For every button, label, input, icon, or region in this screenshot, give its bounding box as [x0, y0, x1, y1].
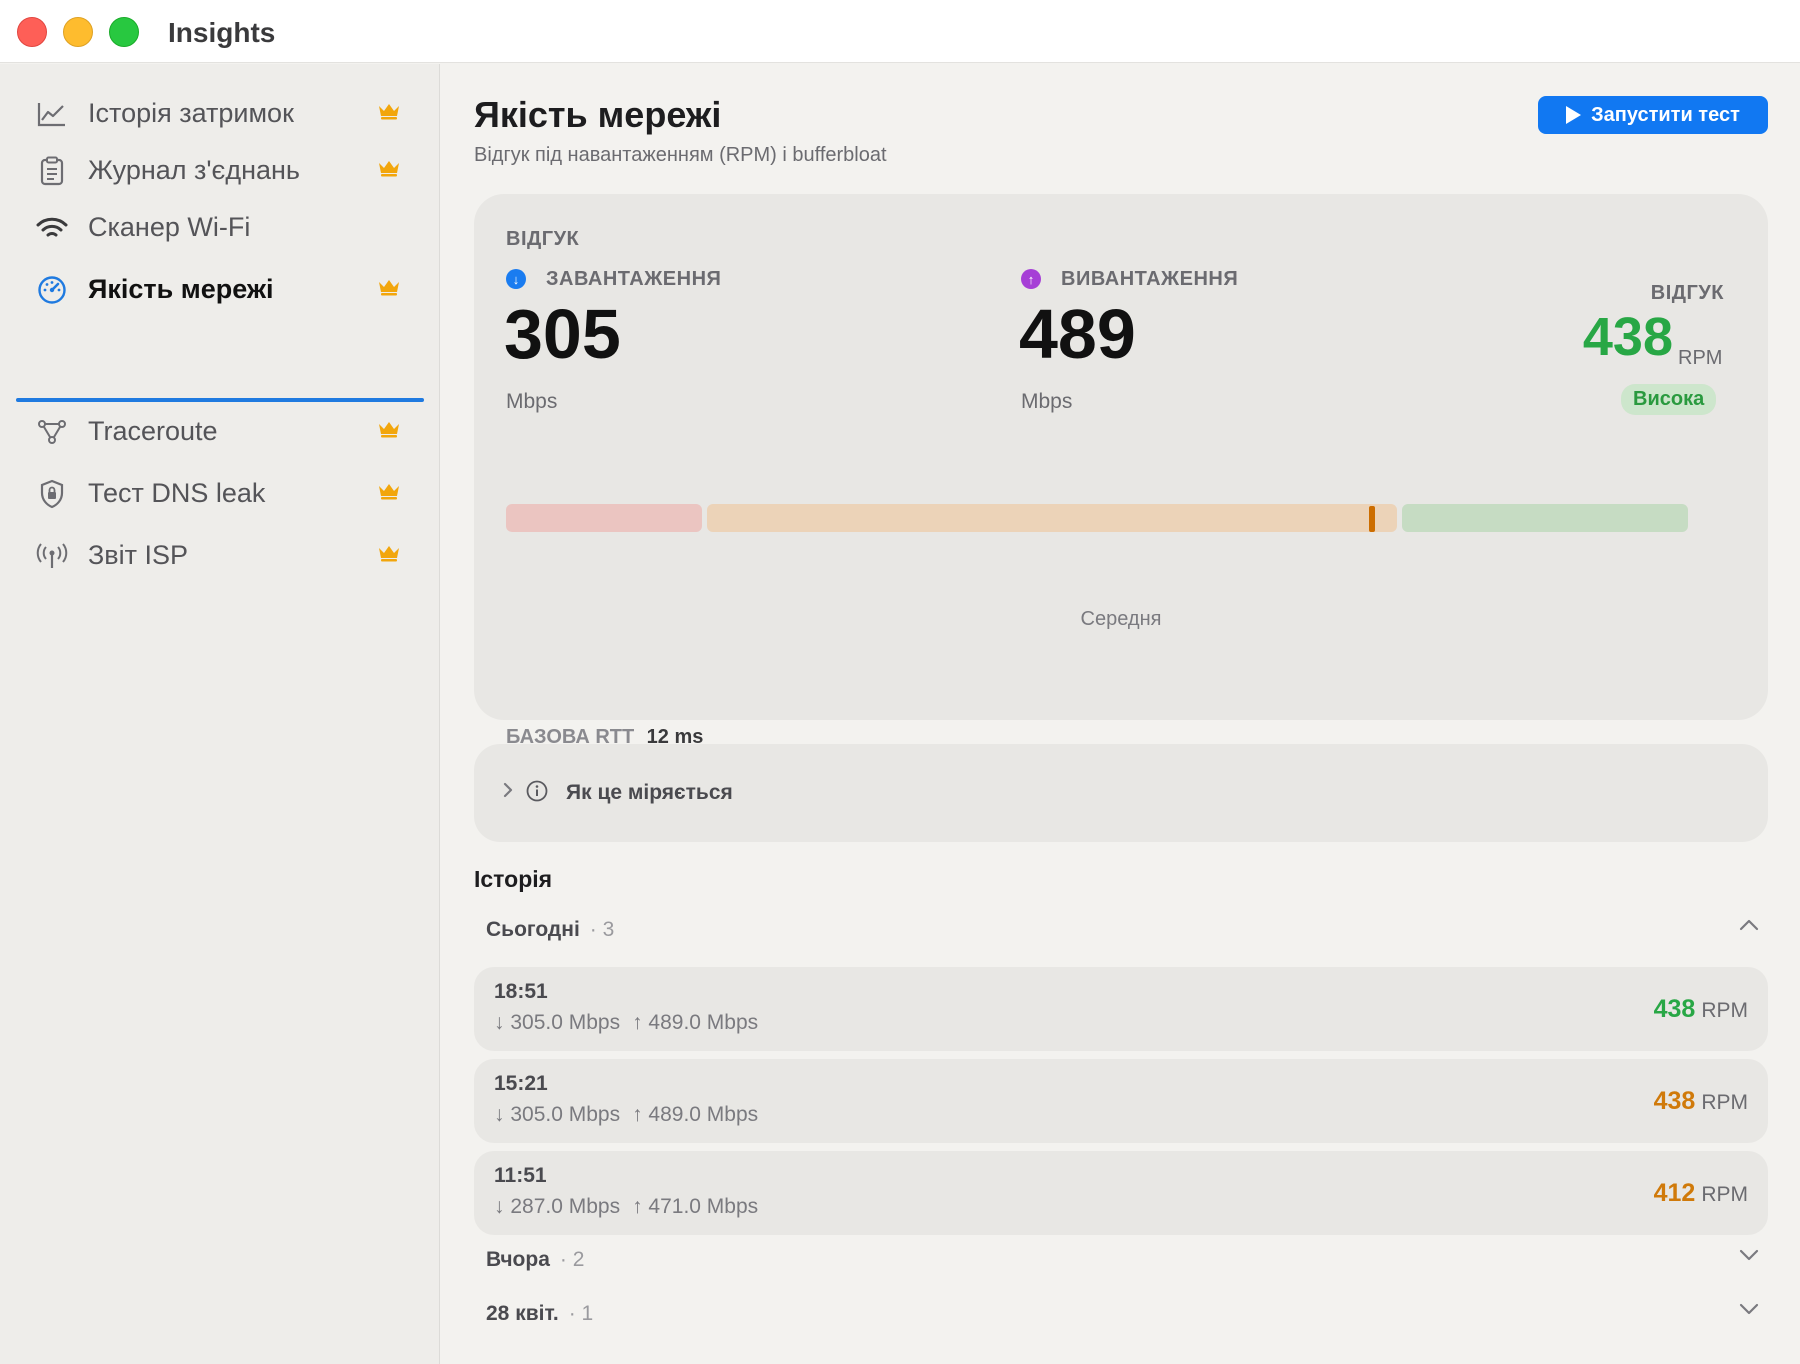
crown-icon: [378, 278, 400, 301]
page-subtitle: Відгук під навантаженням (RPM) і bufferb…: [474, 144, 887, 166]
history-group-april-28[interactable]: 28 квіт. · 1: [474, 1294, 1768, 1334]
main-content: Якість мережі Відгук під навантаженням (…: [441, 64, 1800, 1364]
active-item-indicator: [16, 398, 424, 402]
sidebar-item-traceroute[interactable]: Traceroute: [16, 402, 424, 462]
row-rpm: 438 RPM: [1653, 1087, 1748, 1115]
row-speeds: ↓ 305.0 Mbps ↑ 489.0 Mbps: [494, 1011, 759, 1034]
sidebar-item-label: Traceroute: [88, 416, 218, 446]
sidebar-item-connection-log[interactable]: Журнал з'єднань: [16, 141, 424, 201]
chevron-right-icon: [502, 781, 514, 804]
wifi-icon: [36, 212, 68, 244]
chevron-down-icon: [1738, 1248, 1760, 1267]
upload-unit: Mbps: [1021, 390, 1073, 413]
responsiveness-unit: RPM: [1678, 347, 1723, 369]
group-name: 28 квіт. · 1: [486, 1302, 594, 1325]
upload-label: ВИВАНТАЖЕННЯ: [1061, 268, 1239, 290]
sidebar-item-isp-report[interactable]: Звіт ISP: [16, 526, 424, 586]
base-rtt-label: БАЗОВА RTT: [506, 726, 635, 748]
chevron-up-icon: [1738, 918, 1760, 937]
minimize-window-button[interactable]: [63, 17, 93, 47]
row-time: 15:21: [494, 1072, 548, 1095]
crown-icon: [378, 482, 400, 505]
scale-segment-low: [506, 504, 702, 532]
history-title: Історія: [474, 866, 553, 892]
row-time: 11:51: [494, 1164, 547, 1187]
status-badge: Висока: [1621, 384, 1717, 415]
responsiveness-label: ВІДГУК: [1650, 282, 1724, 304]
grade-label: Середня: [1080, 608, 1162, 630]
row-speeds: ↓ 305.0 Mbps ↑ 489.0 Mbps: [494, 1103, 759, 1126]
chart-line-icon: [36, 98, 68, 130]
how-measured-disclosure[interactable]: Як це міряється: [474, 744, 1768, 842]
history-group-yesterday[interactable]: Вчора · 2: [474, 1240, 1768, 1280]
group-count: · 2: [559, 1248, 585, 1271]
crown-icon: [378, 102, 400, 125]
crown-icon: [378, 420, 400, 443]
gauge-icon: [36, 274, 68, 306]
row-rpm: 438 RPM: [1653, 995, 1748, 1023]
run-test-button[interactable]: Запустити тест: [1538, 96, 1768, 134]
group-count: · 3: [589, 918, 615, 941]
row-rpm: 412 RPM: [1653, 1179, 1748, 1207]
window-title: Insights: [168, 17, 276, 48]
run-test-label: Запустити тест: [1591, 103, 1740, 126]
zoom-window-button[interactable]: [109, 17, 139, 47]
scale-marker: [1368, 506, 1375, 532]
sidebar-item-label: Журнал з'єднань: [88, 155, 300, 185]
section-label: ВІДГУК: [506, 228, 580, 250]
download-unit: Mbps: [506, 390, 558, 413]
info-icon: [526, 780, 548, 807]
row-time: 18:51: [494, 980, 548, 1003]
sidebar-item-label: Якість мережі: [88, 274, 274, 304]
group-count: · 1: [568, 1302, 594, 1325]
sidebar-item-dns-leak-test[interactable]: Тест DNS leak: [16, 464, 424, 524]
chevron-down-icon: [1738, 1302, 1760, 1321]
upload-value: 489: [1019, 295, 1136, 373]
sidebar-item-wifi-scanner[interactable]: Сканер Wi-Fi: [16, 198, 424, 258]
sidebar-item-label: Звіт ISP: [88, 540, 189, 570]
scale-segment-medium: [707, 504, 1397, 532]
sidebar-item-latency-history[interactable]: Історія затримок: [16, 84, 424, 144]
results-card: ВІДГУК ↓ ЗАВАНТАЖЕННЯ 305 Mbps ↑ ВИВАНТА…: [474, 194, 1768, 748]
scale-segment-high: [1402, 504, 1688, 532]
base-rtt-value: 12 ms: [646, 726, 704, 748]
responsiveness-value: 438: [1582, 307, 1673, 367]
route-icon: [36, 416, 68, 448]
sidebar-item-network-quality[interactable]: Якість мережі: [16, 260, 424, 320]
upload-arrow-icon: ↑: [1021, 269, 1041, 289]
base-rtt: БАЗОВА RTT 12 ms: [506, 726, 703, 749]
sidebar: Історія затримок Журнал з'єднань Сканер …: [0, 64, 440, 1364]
page-title: Якість мережі: [474, 94, 722, 135]
download-arrow-icon: ↓: [506, 269, 526, 289]
sidebar-item-label: Історія затримок: [88, 98, 294, 128]
group-name: Сьогодні · 3: [486, 918, 615, 941]
shield-icon: [36, 478, 68, 510]
sidebar-item-label: Тест DNS leak: [88, 478, 266, 508]
history-row[interactable]: 18:51 ↓ 305.0 Mbps ↑ 489.0 Mbps 438 RPM: [474, 967, 1768, 1051]
history-row[interactable]: 15:21 ↓ 305.0 Mbps ↑ 489.0 Mbps 438 RPM: [474, 1059, 1768, 1143]
download-value: 305: [504, 295, 621, 373]
antenna-icon: [36, 540, 68, 572]
clipboard-icon: [36, 155, 68, 187]
history-group-today[interactable]: Сьогодні · 3: [474, 910, 1768, 950]
play-icon: [1566, 106, 1582, 124]
how-measured-label: Як це міряється: [566, 781, 733, 804]
crown-icon: [378, 544, 400, 567]
row-speeds: ↓ 287.0 Mbps ↑ 471.0 Mbps: [494, 1195, 759, 1218]
history-row[interactable]: 11:51 ↓ 287.0 Mbps ↑ 471.0 Mbps 412 RPM: [474, 1151, 1768, 1235]
sidebar-item-label: Сканер Wi-Fi: [88, 212, 251, 242]
crown-icon: [378, 159, 400, 182]
download-label: ЗАВАНТАЖЕННЯ: [546, 268, 722, 290]
group-name: Вчора · 2: [486, 1248, 585, 1271]
close-window-button[interactable]: [17, 17, 47, 47]
title-bar: Insights: [0, 0, 1800, 63]
